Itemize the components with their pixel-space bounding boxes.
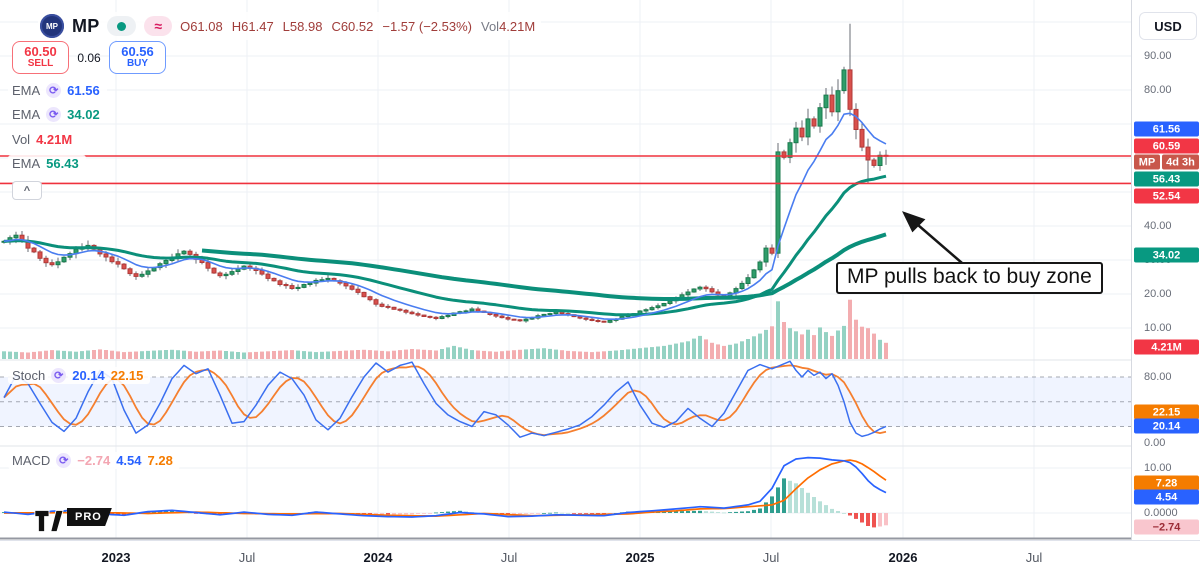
stoch-tick: 80.00 xyxy=(1144,371,1172,383)
buy-price: 60.56 xyxy=(121,44,154,60)
legend-macd[interactable]: MACD ⟳ −2.74 4.54 7.28 xyxy=(8,452,180,469)
delayed-data-pill[interactable]: ≈ xyxy=(144,16,173,36)
macd-tick: 10.00 xyxy=(1144,462,1172,474)
legend-ema-fast[interactable]: EMA ⟳ 61.56 xyxy=(8,82,107,99)
macd-label: MACD xyxy=(12,453,51,468)
sell-label: SELL xyxy=(27,58,54,70)
macd-signal-value: 7.28 xyxy=(147,453,173,468)
stoch-k-value: 20.14 xyxy=(72,368,105,383)
tradingview-mark-icon xyxy=(34,509,64,533)
time-tick: Jul xyxy=(762,550,780,565)
market-status-pill[interactable] xyxy=(107,16,137,36)
legend-volume[interactable]: Vol 4.21M xyxy=(8,131,80,148)
time-tick: 2024 xyxy=(363,550,393,565)
price-tick: 40.00 xyxy=(1144,220,1172,232)
time-tick: Jul xyxy=(238,550,256,565)
macd-line-value: 4.54 xyxy=(116,453,142,468)
ema-mid-label: EMA xyxy=(12,156,41,171)
annotation-arrow xyxy=(902,211,963,264)
open-value: O61.08 xyxy=(180,18,223,34)
loading-icon: ⟳ xyxy=(46,107,62,122)
ema-mid-badge: 56.43 xyxy=(1134,171,1199,187)
spread-value: 0.06 xyxy=(77,50,101,65)
stoch-label: Stoch xyxy=(12,368,46,383)
bar-countdown-badge: 4d 3h xyxy=(1162,154,1199,170)
price-axis[interactable]: USD 90.00 80.00 40.00 30.00 20.00 10.00 … xyxy=(1131,0,1200,560)
loading-icon: ⟳ xyxy=(51,368,67,383)
time-tick: Jul xyxy=(1025,550,1043,565)
symbol-header[interactable]: MP MP ≈ O61.08 H61.47 L58.98 C60.52 −1.5… xyxy=(38,12,542,40)
low-value: L58.98 xyxy=(282,18,323,34)
legend-stoch[interactable]: Stoch ⟳ 20.14 22.15 xyxy=(8,367,151,384)
ema-fast-badge: 61.56 xyxy=(1134,121,1199,137)
macd-hist-badge: −2.74 xyxy=(1134,519,1199,535)
volume-label: Vol xyxy=(12,132,31,147)
price-chart-canvas[interactable] xyxy=(0,0,1131,540)
macd-line-badge: 4.54 xyxy=(1134,489,1199,505)
stoch-d-badge: 22.15 xyxy=(1134,404,1199,420)
symbol-name: MP xyxy=(72,15,100,36)
pro-badge: PRO xyxy=(67,508,112,526)
price-tick: 10.00 xyxy=(1144,322,1172,334)
market-open-dot-icon xyxy=(117,21,127,31)
high-value: H61.47 xyxy=(231,18,274,34)
collapse-legend-button[interactable]: ^ xyxy=(12,181,42,200)
buy-label: BUY xyxy=(126,58,149,70)
macd-hist-value: −2.74 xyxy=(77,453,111,468)
symbol-badge: MP xyxy=(1134,154,1160,170)
stoch-tick: 0.00 xyxy=(1144,437,1166,449)
price-tick: 80.00 xyxy=(1144,84,1172,96)
currency-button[interactable]: USD xyxy=(1139,12,1197,40)
loading-icon: ⟳ xyxy=(56,453,72,468)
ema-fast-label: EMA xyxy=(12,83,41,98)
time-tick: Jul xyxy=(500,550,518,565)
legend-ema-slow[interactable]: EMA ⟳ 34.02 xyxy=(8,106,107,123)
buy-button[interactable]: 60.56 BUY xyxy=(109,41,166,74)
legend-ema-mid[interactable]: EMA 56.43 xyxy=(8,155,86,172)
ema-slow-label: EMA xyxy=(12,107,41,122)
ema-slow-badge: 34.02 xyxy=(1134,247,1199,263)
volume-value: 4.21M xyxy=(36,132,73,147)
annotation-callout[interactable]: MP pulls back to buy zone xyxy=(836,262,1103,294)
macd-tick: 0.0000 xyxy=(1144,507,1178,519)
ema-slow-value: 34.02 xyxy=(67,107,100,122)
buy-sell-widget: 60.50 SELL 0.06 60.56 BUY xyxy=(12,41,166,74)
change-value: −1.57 (−2.53%) xyxy=(382,18,472,34)
price-tick: 20.00 xyxy=(1144,288,1172,300)
symbol-logo: MP xyxy=(40,14,64,38)
price-tick: 90.00 xyxy=(1144,50,1172,62)
ema-fast-value: 61.56 xyxy=(67,83,100,98)
close-value: C60.52 xyxy=(331,18,374,34)
sell-price: 60.50 xyxy=(24,44,57,60)
ema-mid-value: 56.43 xyxy=(46,156,79,171)
volume-badge: 4.21M xyxy=(1134,339,1199,355)
tradingview-logo[interactable]: PRO xyxy=(34,508,112,534)
vol-value: 4.21M xyxy=(499,18,536,34)
ohlc-row: O61.08 H61.47 L58.98 C60.52 −1.57 (−2.53… xyxy=(180,19,535,34)
loading-icon: ⟳ xyxy=(46,83,62,98)
lower-level-badge: 52.54 xyxy=(1134,188,1199,204)
time-axis[interactable]: 2023 Jul 2024 Jul 2025 Jul 2026 Jul xyxy=(0,540,1200,572)
macd-signal-badge: 7.28 xyxy=(1134,475,1199,491)
stoch-d-value: 22.15 xyxy=(110,368,144,383)
time-tick: 2023 xyxy=(101,550,131,565)
stoch-k-badge: 20.14 xyxy=(1134,418,1199,434)
vol-label: Vol xyxy=(480,18,500,34)
time-tick: 2026 xyxy=(888,550,918,565)
upper-level-badge: 60.59 xyxy=(1134,138,1199,154)
sell-button[interactable]: 60.50 SELL xyxy=(12,41,69,74)
time-tick: 2025 xyxy=(625,550,655,565)
